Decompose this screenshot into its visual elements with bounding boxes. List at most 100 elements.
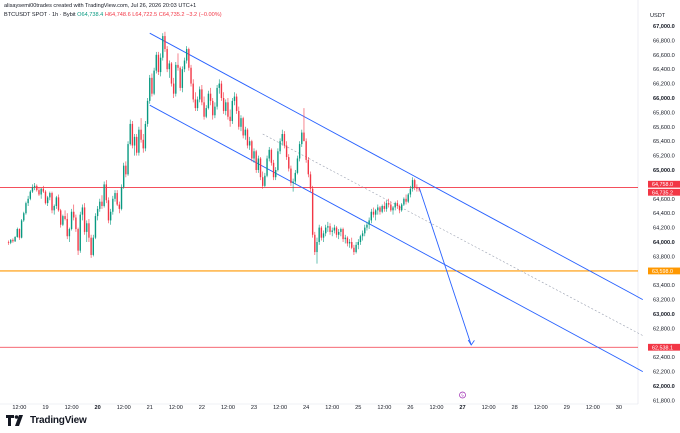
candle-body [279,141,281,152]
candle-body [216,87,218,107]
price-tick-label: 63,400.0 [653,283,675,289]
candle [361,230,364,241]
candle [283,131,286,149]
price-tick-label: 66,200.0 [653,82,675,88]
candle [194,92,197,111]
price-tick-label: 66,800.0 [653,38,675,44]
price-badge[interactable]: 62,538.1 [648,343,680,351]
event-marker-icon[interactable] [459,391,466,399]
price-tick-label: 64,400.0 [653,211,675,217]
candle [64,210,66,221]
candle [49,191,51,201]
candle-body [136,136,138,153]
candle-body [109,211,112,221]
candle [235,93,238,114]
candle [311,185,314,238]
candle [94,213,97,240]
symbol-label[interactable]: BTCUSDT SPOT · 1h · Bybit [4,12,76,18]
candle-body [311,188,314,235]
candle [318,224,320,245]
price-badge[interactable]: 64,758.0 [648,180,680,188]
candle [285,141,288,160]
candle-body [194,99,197,109]
price-tick-label: 64,200.0 [653,226,675,232]
price-badge[interactable]: 64,735.2 [648,188,680,196]
candle [86,220,88,242]
candle-body [164,36,166,50]
candle [190,64,192,87]
candle [240,115,242,132]
candle [246,128,249,149]
candle [83,203,86,235]
candle-body [29,191,31,199]
candle [138,126,140,156]
candle-body [285,145,288,158]
candle-body [196,99,199,109]
candle [409,185,412,198]
candle-body [401,204,403,211]
candle-body [118,204,121,209]
time-axis[interactable]: 12:00 19 12:00 20 12:00 21 12:00 22 12:00 23 12:00… [12,391,622,411]
change-value: −3.2 (−0.00%) [186,12,222,18]
candle [218,79,220,94]
projection-arrow[interactable] [418,187,472,346]
candle [151,73,153,97]
candle [185,46,188,64]
price-axis[interactable]: 67,000.0 66,800.0 66,600.0 66,400.0 66,200.0… [648,24,680,404]
time-tick-label: 20 [95,405,101,411]
time-tick-label: 26 [407,405,413,411]
candle [77,227,79,255]
candle-body [51,193,53,211]
candle [303,108,305,142]
candle-body [144,123,147,149]
price-tick-label: 63,000.0 [653,312,675,318]
candle-body [416,187,418,189]
price-tick-label: 64,600.0 [653,197,675,203]
candle-body [79,214,81,251]
candle [205,105,207,119]
candle [231,98,233,124]
time-tick-label: 19 [42,405,48,411]
candle [73,204,75,221]
candle [222,92,225,114]
price-tick-label: 65,000.0 [653,168,675,174]
time-tick-label: 28 [512,405,518,411]
candle [290,165,292,186]
time-tick-label: 30 [616,405,622,411]
candle [390,201,392,212]
candle [31,184,34,194]
candle-body [348,242,351,244]
candle [142,134,144,153]
candle-body [103,184,105,206]
candle [392,206,394,215]
candle [338,229,340,240]
candle-body [81,207,84,215]
candle [99,198,101,212]
price-tick-label: 62,400.0 [653,355,675,361]
candle-body [324,227,327,234]
event-marker-glyph: ϟ [461,393,464,399]
candle [270,148,273,166]
candle-body [301,132,303,145]
candle [16,227,18,238]
candle [387,198,390,208]
candle [92,234,94,257]
candle-body [116,193,118,205]
time-tick-label: 12:00 [377,405,391,411]
channel-upper-line[interactable] [149,32,644,300]
candle [183,57,186,73]
candle [346,236,349,247]
price-tick-label: 65,200.0 [653,154,675,160]
candle-body [314,234,316,253]
candle-body [36,185,38,191]
candle-body [14,236,16,242]
candle [68,227,71,242]
price-badge-label: 63,598.0 [652,269,673,275]
candle-body [149,77,151,101]
tradingview-logo[interactable]: TradingView [6,415,87,426]
channel-lower-line[interactable] [149,104,644,372]
price-badge[interactable]: 63,598.0 [648,267,680,275]
candle [357,239,359,250]
trend-channel[interactable] [149,32,644,372]
